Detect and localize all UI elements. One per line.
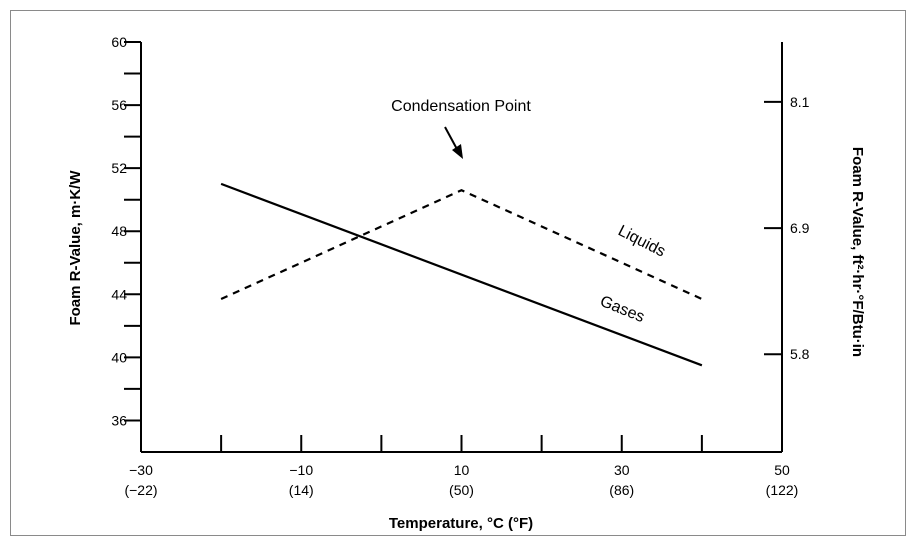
series-line-liquids — [220, 188, 703, 301]
y-tick-label: 44 — [111, 286, 127, 302]
y-tick-label: 60 — [111, 34, 127, 50]
series-label-gases: Gases — [598, 293, 647, 326]
annotation-condensation-point: Condensation Point — [391, 98, 531, 115]
y-tick-label: 56 — [111, 97, 127, 113]
x-tick-label-fahrenheit: (14) — [289, 482, 314, 498]
y2-tick-label: 8.1 — [790, 94, 810, 110]
y-tick-label: 36 — [111, 412, 127, 428]
x-tick-label-fahrenheit: (86) — [609, 482, 634, 498]
series-label-liquids: Liquids — [615, 222, 668, 260]
figure-frame — [10, 10, 906, 536]
y2-tick-label: 6.9 — [790, 220, 810, 236]
y-tick-label: 40 — [111, 349, 127, 365]
x-tick-label: 50 — [774, 462, 790, 478]
x-tick-label: −30 — [129, 462, 153, 478]
ticks-layer — [124, 41, 783, 452]
x-tick-label: 30 — [614, 462, 630, 478]
y-axis-label: Foam R-Value, m·K/W — [67, 170, 84, 326]
y-tick-label: 48 — [111, 223, 127, 239]
x-tick-label: 10 — [454, 462, 470, 478]
x-tick-label-fahrenheit: (50) — [449, 482, 474, 498]
x-tick-label-fahrenheit: (122) — [766, 482, 799, 498]
x-axis-label: Temperature, °C (°F) — [389, 515, 533, 532]
y2-tick-label: 5.8 — [790, 346, 810, 362]
series-layer — [220, 182, 703, 367]
labels-layer: 60 56 52 48 44 40 36 8.1 6.9 5.8 −30 (−22) −10 (14) 10… — [111, 34, 809, 498]
y-tick-label: 52 — [111, 160, 127, 176]
y2-axis-label: Foam R-Value, ft²·hr·°F/Btu·in — [849, 147, 866, 357]
x-tick-label-fahrenheit: (−22) — [124, 482, 157, 498]
series-line-gases — [220, 182, 703, 367]
x-tick-label: −10 — [289, 462, 313, 478]
annotation-arrow — [444, 126, 463, 159]
